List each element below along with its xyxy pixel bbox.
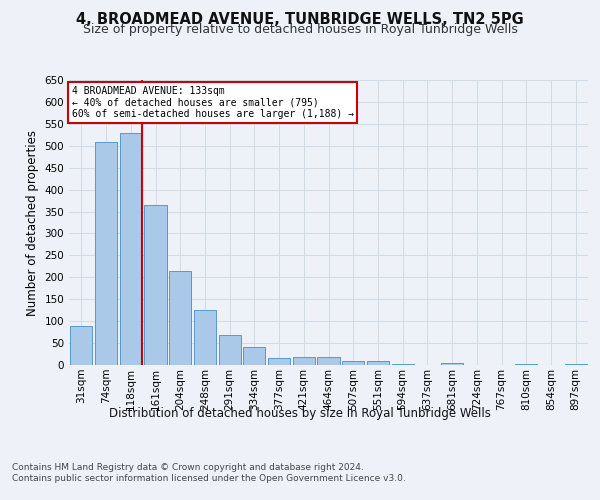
Text: Contains public sector information licensed under the Open Government Licence v3: Contains public sector information licen…	[12, 474, 406, 483]
Bar	[268, 358, 290, 365]
Text: Distribution of detached houses by size in Royal Tunbridge Wells: Distribution of detached houses by size …	[109, 408, 491, 420]
Bar	[441, 363, 463, 365]
Bar	[392, 364, 414, 365]
Bar	[194, 310, 216, 365]
Bar	[293, 356, 315, 365]
Bar	[565, 364, 587, 365]
Bar	[367, 361, 389, 365]
Y-axis label: Number of detached properties: Number of detached properties	[26, 130, 39, 316]
Bar	[119, 132, 142, 365]
Bar	[70, 326, 92, 365]
Bar	[169, 270, 191, 365]
Bar	[95, 142, 117, 365]
Bar	[515, 364, 538, 365]
Bar	[218, 335, 241, 365]
Text: Size of property relative to detached houses in Royal Tunbridge Wells: Size of property relative to detached ho…	[83, 24, 517, 36]
Text: 4 BROADMEAD AVENUE: 133sqm
← 40% of detached houses are smaller (795)
60% of sem: 4 BROADMEAD AVENUE: 133sqm ← 40% of deta…	[71, 86, 353, 119]
Text: 4, BROADMEAD AVENUE, TUNBRIDGE WELLS, TN2 5PG: 4, BROADMEAD AVENUE, TUNBRIDGE WELLS, TN…	[76, 12, 524, 28]
Bar	[342, 360, 364, 365]
Bar	[145, 205, 167, 365]
Bar	[317, 356, 340, 365]
Bar	[243, 346, 265, 365]
Text: Contains HM Land Registry data © Crown copyright and database right 2024.: Contains HM Land Registry data © Crown c…	[12, 462, 364, 471]
